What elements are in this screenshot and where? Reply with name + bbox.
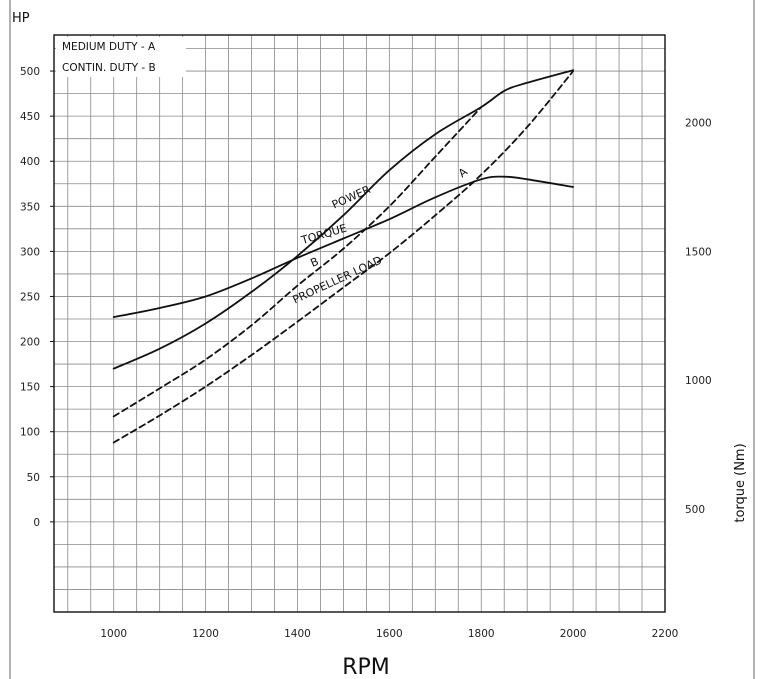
curve-label-torque: TORQUE [299,222,348,248]
x-tick-label: 1600 [376,628,403,640]
series-line-propeller-load [112,70,574,444]
y-tick-label: 300 [20,246,40,258]
y-tick-label: 150 [20,382,40,394]
x-tick-label: 1200 [192,628,219,640]
ticks-layer: 0 50 100 150 200 250 300 350 400 450 500 1000 1200 14… [20,66,712,640]
series-line-torque [112,175,574,318]
grid-layer [54,35,665,612]
y2-axis-title: torque (Nm) [733,443,748,522]
y-tick-label: 0 [33,517,40,529]
y-tick-label: 250 [20,291,40,303]
y-tick-label: 50 [27,472,40,484]
x-tick-label: 1400 [284,628,311,640]
x-tick-label: 1000 [100,628,127,640]
curve-label-b: B [309,255,321,270]
plot-frame [53,34,666,613]
series-line-b [112,106,483,418]
legend-entry-medium-duty: MEDIUM DUTY - A [62,41,156,53]
x-tick-label: 2000 [560,628,587,640]
y-tick-label: 400 [20,156,40,168]
y2-tick-label: 1000 [685,375,712,387]
y-tick-label: 350 [20,201,40,213]
x-axis-title: RPM [342,655,390,679]
y2-tick-label: 1500 [685,246,712,258]
y-tick-label: 500 [20,66,40,78]
y-tick-label: 100 [20,427,40,439]
y2-tick-label: 2000 [685,118,712,130]
y2-tick-label: 500 [685,504,705,516]
legend-box [56,37,186,77]
x-tick-label: 2200 [652,628,679,640]
y-axis-title: HP [12,11,30,26]
curves-layer [112,69,574,444]
x-tick-label: 1800 [468,628,495,640]
y-tick-label: 450 [20,111,40,123]
y-tick-label: 200 [20,337,40,349]
legend-entry-contin-duty: CONTIN. DUTY - B [62,62,156,74]
series-line-power [112,69,574,370]
